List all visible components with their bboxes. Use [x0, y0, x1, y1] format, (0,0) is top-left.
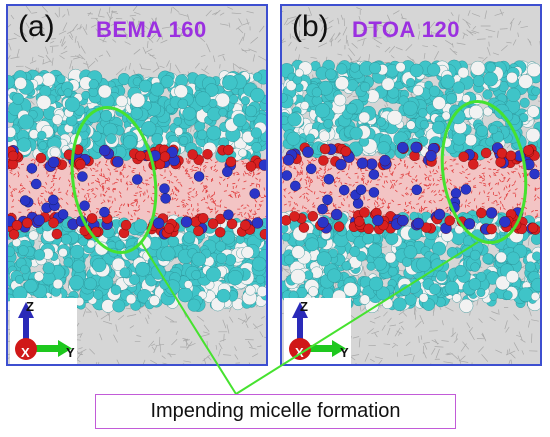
x-axis-label: X — [295, 345, 304, 360]
panel-title-a: BEMA 160 — [96, 17, 207, 42]
caption-box: Impending micelle formation — [95, 394, 456, 429]
x-axis-label: X — [21, 345, 30, 360]
axes-widget-b: Z X Y — [284, 298, 351, 364]
panel-b: (b) DTOA 120 Z X Y — [280, 4, 542, 366]
panel-a: (a) BEMA 160 Z X Y — [6, 4, 268, 366]
y-axis-arrow-icon — [30, 345, 60, 352]
panel-label-b: (b) — [292, 10, 329, 43]
x-axis-sphere-icon — [15, 338, 37, 360]
z-axis-label: Z — [26, 299, 34, 314]
axes-icon-a — [15, 302, 72, 360]
axes-widget-a: Z X Y — [10, 298, 77, 364]
z-axis-label: Z — [300, 299, 308, 314]
y-axis-label: Y — [340, 345, 349, 360]
z-axis-arrow-icon — [23, 316, 29, 346]
panel-title-b: DTOA 120 — [352, 17, 460, 42]
y-axis-label: Y — [66, 345, 75, 360]
panel-label-a: (a) — [18, 10, 55, 43]
